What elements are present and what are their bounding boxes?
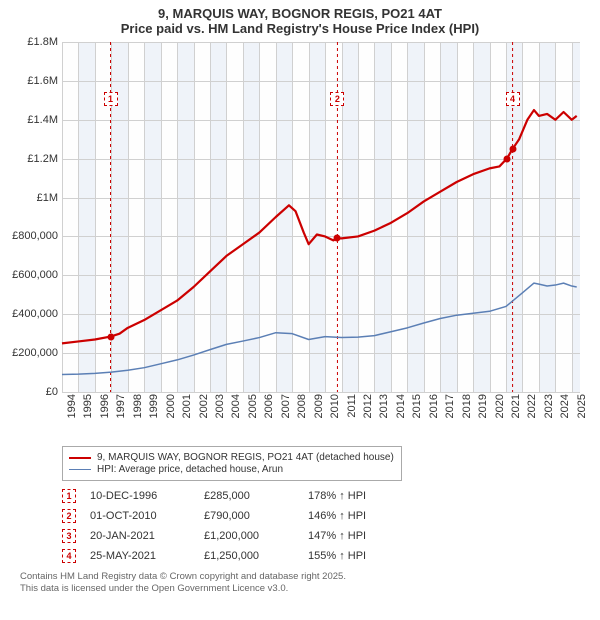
x-axis-label: 2020 (494, 394, 506, 434)
legend-label: 9, MARQUIS WAY, BOGNOR REGIS, PO21 4AT (… (97, 452, 394, 463)
y-axis-label: £800,000 (10, 230, 58, 242)
legend-item: HPI: Average price, detached house, Arun (69, 464, 395, 475)
y-axis-label: £1.4M (10, 114, 58, 126)
event-price: £1,250,000 (204, 550, 294, 562)
event-date: 10-DEC-1996 (90, 490, 190, 502)
event-price: £790,000 (204, 510, 294, 522)
x-axis-label: 2005 (247, 394, 259, 434)
event-price: £285,000 (204, 490, 294, 502)
x-axis-label: 2012 (362, 394, 374, 434)
event-hpi: 147% ↑ HPI (308, 530, 408, 542)
event-date: 01-OCT-2010 (90, 510, 190, 522)
x-axis-label: 2001 (181, 394, 193, 434)
x-axis-label: 2014 (395, 394, 407, 434)
legend-swatch (69, 469, 91, 470)
x-axis-label: 2006 (263, 394, 275, 434)
x-axis-label: 2023 (543, 394, 555, 434)
series-hpi (62, 283, 577, 374)
event-hpi: 178% ↑ HPI (308, 490, 408, 502)
x-axis-label: 1999 (148, 394, 160, 434)
y-axis-label: £0 (10, 386, 58, 398)
x-axis-label: 2011 (346, 394, 358, 434)
x-axis-label: 2016 (428, 394, 440, 434)
event-table: 1 10-DEC-1996 £285,000 178% ↑ HPI 2 01-OCT-20… (62, 489, 522, 563)
x-axis-label: 1994 (66, 394, 78, 434)
x-axis-label: 2002 (198, 394, 210, 434)
x-axis-label: 2017 (444, 394, 456, 434)
y-axis-label: £1.8M (10, 36, 58, 48)
event-price: £1,200,000 (204, 530, 294, 542)
grid-line-h (62, 392, 580, 393)
chart-area: 1 2 4 £0 £200,000 £400,000 £600,000 £800,000 £1… (10, 42, 590, 442)
x-axis-label: 2024 (559, 394, 571, 434)
x-axis-label: 1998 (132, 394, 144, 434)
chart-svg (62, 42, 580, 392)
x-axis-label: 2018 (461, 394, 473, 434)
x-axis-label: 2021 (510, 394, 522, 434)
footer-line-2: This data is licensed under the Open Gov… (20, 583, 590, 595)
title-line-1: 9, MARQUIS WAY, BOGNOR REGIS, PO21 4AT (10, 6, 590, 21)
x-axis-label: 2003 (214, 394, 226, 434)
x-axis-label: 2013 (378, 394, 390, 434)
legend-swatch (69, 457, 91, 459)
event-marker-box: 2 (62, 509, 76, 523)
y-axis-label: £1M (10, 192, 58, 204)
x-axis-label: 1996 (99, 394, 111, 434)
footer: Contains HM Land Registry data © Crown c… (20, 571, 590, 596)
event-marker-box: 1 (62, 489, 76, 503)
footer-line-1: Contains HM Land Registry data © Crown c… (20, 571, 590, 583)
event-hpi: 146% ↑ HPI (308, 510, 408, 522)
event-row: 3 20-JAN-2021 £1,200,000 147% ↑ HPI (62, 529, 522, 543)
x-axis-label: 2009 (313, 394, 325, 434)
x-axis-label: 2019 (477, 394, 489, 434)
y-axis-label: £600,000 (10, 269, 58, 281)
x-axis-label: 1997 (115, 394, 127, 434)
event-row: 2 01-OCT-2010 £790,000 146% ↑ HPI (62, 509, 522, 523)
event-row: 1 10-DEC-1996 £285,000 178% ↑ HPI (62, 489, 522, 503)
sale-point (107, 333, 114, 340)
event-marker-box: 4 (62, 549, 76, 563)
sale-point (503, 155, 510, 162)
x-axis-label: 2007 (280, 394, 292, 434)
x-axis-label: 2015 (411, 394, 423, 434)
y-axis-label: £1.2M (10, 153, 58, 165)
y-axis-label: £400,000 (10, 308, 58, 320)
chart-marker-box: 2 (330, 92, 344, 106)
event-date: 20-JAN-2021 (90, 530, 190, 542)
x-axis-label: 2004 (230, 394, 242, 434)
title-line-2: Price paid vs. HM Land Registry's House … (10, 21, 590, 36)
x-axis-label: 2010 (329, 394, 341, 434)
y-axis-label: £1.6M (10, 75, 58, 87)
x-axis-label: 1995 (82, 394, 94, 434)
legend-item: 9, MARQUIS WAY, BOGNOR REGIS, PO21 4AT (… (69, 452, 395, 463)
event-hpi: 155% ↑ HPI (308, 550, 408, 562)
x-axis-label: 2022 (526, 394, 538, 434)
event-marker-box: 3 (62, 529, 76, 543)
event-date: 25-MAY-2021 (90, 550, 190, 562)
chart-marker-box: 1 (104, 92, 118, 106)
event-row: 4 25-MAY-2021 £1,250,000 155% ↑ HPI (62, 549, 522, 563)
sale-point (334, 235, 341, 242)
legend-label: HPI: Average price, detached house, Arun (97, 464, 283, 475)
x-axis-label: 2025 (576, 394, 588, 434)
plot-region: 1 2 4 (62, 42, 580, 392)
x-axis-label: 2008 (296, 394, 308, 434)
chart-container: 9, MARQUIS WAY, BOGNOR REGIS, PO21 4AT P… (0, 0, 600, 620)
chart-marker-box: 4 (506, 92, 520, 106)
x-axis-label: 2000 (165, 394, 177, 434)
sale-point (509, 145, 516, 152)
y-axis-label: £200,000 (10, 347, 58, 359)
legend: 9, MARQUIS WAY, BOGNOR REGIS, PO21 4AT (… (62, 446, 402, 481)
